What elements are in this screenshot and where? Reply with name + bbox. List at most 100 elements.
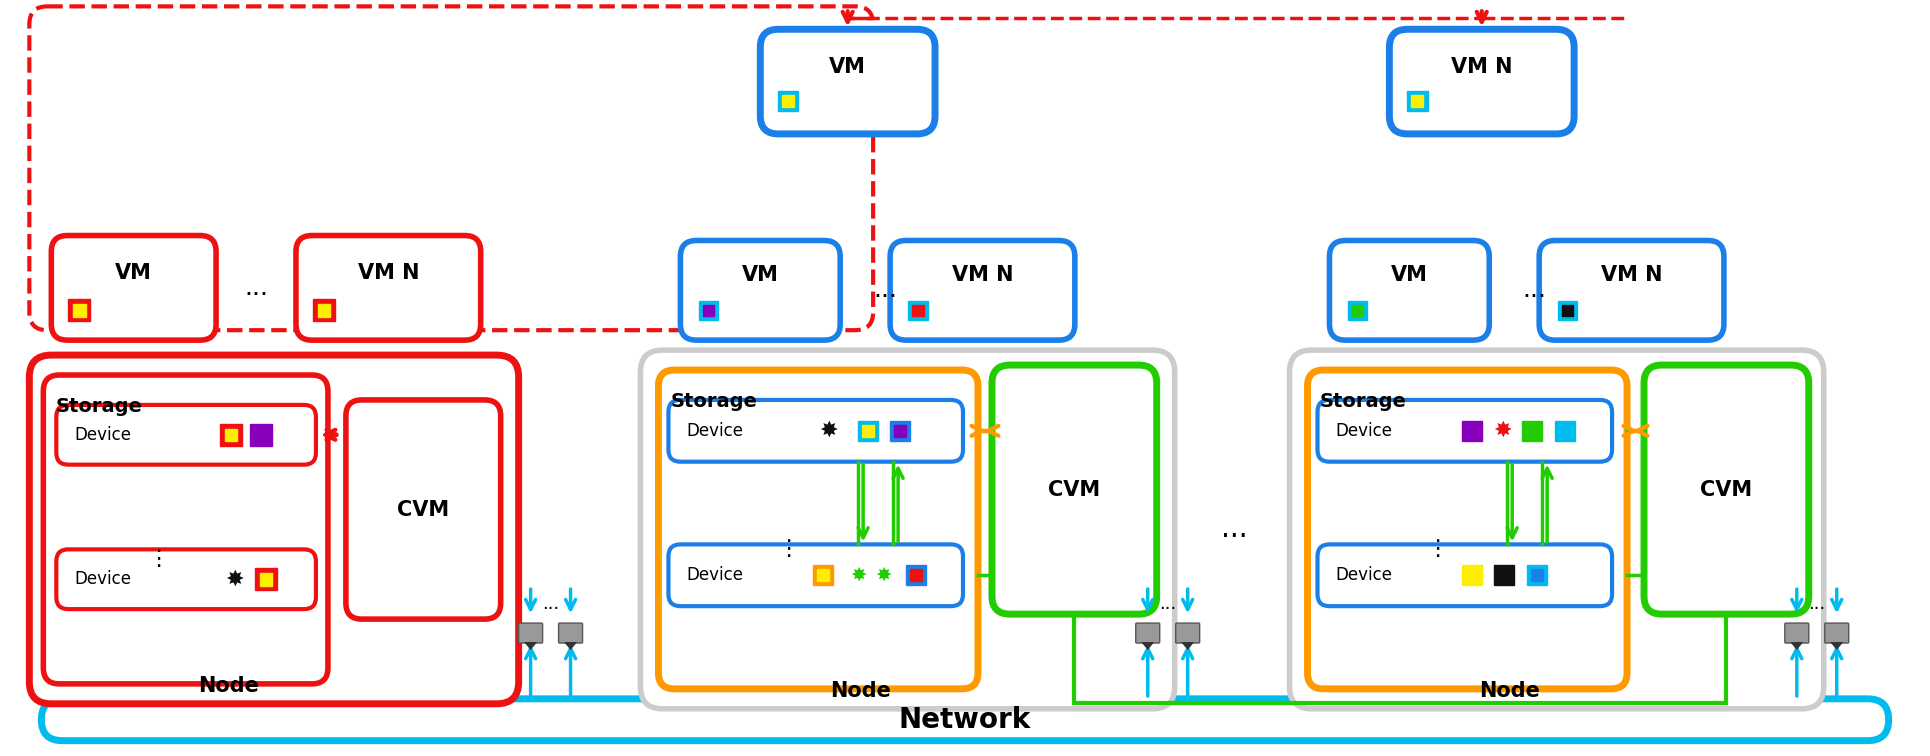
FancyBboxPatch shape: [1175, 623, 1200, 643]
FancyBboxPatch shape: [641, 350, 1175, 709]
Bar: [1467, 425, 1478, 437]
Text: ⋮: ⋮: [147, 550, 170, 569]
FancyBboxPatch shape: [41, 699, 1889, 741]
FancyBboxPatch shape: [1135, 623, 1160, 643]
Text: Node: Node: [830, 681, 890, 701]
FancyBboxPatch shape: [1318, 400, 1612, 462]
FancyBboxPatch shape: [658, 370, 979, 689]
FancyBboxPatch shape: [760, 29, 934, 134]
Bar: [1351, 305, 1363, 316]
Bar: [1527, 565, 1548, 585]
Text: Node: Node: [199, 676, 259, 696]
Text: ⋮: ⋮: [778, 539, 799, 559]
Text: Network: Network: [899, 706, 1031, 734]
Bar: [1407, 91, 1428, 111]
Text: CVM: CVM: [1700, 479, 1752, 500]
FancyBboxPatch shape: [295, 236, 481, 340]
FancyBboxPatch shape: [1330, 240, 1490, 340]
Bar: [251, 424, 272, 445]
Bar: [1530, 569, 1544, 581]
Text: ...: ...: [1808, 595, 1826, 613]
Text: Device: Device: [73, 570, 131, 588]
Bar: [1527, 425, 1538, 437]
FancyBboxPatch shape: [1538, 240, 1723, 340]
Bar: [1498, 569, 1509, 581]
Bar: [261, 573, 272, 586]
Text: Node: Node: [1478, 681, 1540, 701]
Text: ...: ...: [872, 278, 897, 302]
Bar: [313, 299, 334, 321]
Polygon shape: [1830, 642, 1843, 650]
Text: ✸: ✸: [849, 565, 867, 585]
Bar: [1494, 565, 1515, 585]
Bar: [1411, 95, 1422, 107]
Bar: [859, 420, 878, 441]
Polygon shape: [525, 642, 537, 650]
Polygon shape: [1141, 642, 1154, 650]
Text: ...: ...: [1160, 595, 1175, 613]
Text: VM: VM: [1392, 265, 1428, 285]
Text: Device: Device: [687, 566, 743, 584]
FancyBboxPatch shape: [1390, 29, 1575, 134]
Bar: [894, 425, 905, 437]
FancyBboxPatch shape: [890, 240, 1075, 340]
FancyBboxPatch shape: [1785, 623, 1808, 643]
Text: VM N: VM N: [1451, 57, 1513, 77]
Text: VM N: VM N: [1600, 265, 1662, 285]
Polygon shape: [1181, 642, 1195, 650]
Text: ✸: ✸: [224, 569, 243, 589]
Text: CVM: CVM: [398, 500, 450, 519]
Text: VM: VM: [741, 265, 778, 285]
FancyBboxPatch shape: [345, 400, 500, 619]
Bar: [1556, 420, 1575, 441]
Bar: [68, 299, 91, 321]
Polygon shape: [1791, 642, 1803, 650]
Bar: [816, 569, 830, 581]
Text: ...: ...: [542, 595, 560, 613]
FancyBboxPatch shape: [681, 240, 840, 340]
Bar: [1558, 301, 1577, 320]
Bar: [913, 305, 924, 316]
Bar: [73, 304, 85, 317]
Bar: [224, 429, 237, 441]
Text: ...: ...: [243, 276, 268, 300]
Bar: [1347, 301, 1366, 320]
Bar: [890, 420, 911, 441]
Bar: [909, 301, 928, 320]
Bar: [703, 305, 714, 316]
Text: ✸: ✸: [1494, 421, 1511, 441]
FancyBboxPatch shape: [1644, 365, 1808, 614]
Bar: [220, 424, 241, 445]
Text: Device: Device: [1336, 566, 1392, 584]
Bar: [911, 569, 923, 581]
FancyBboxPatch shape: [668, 400, 963, 462]
Bar: [863, 425, 874, 437]
FancyBboxPatch shape: [52, 236, 216, 340]
Text: ...: ...: [1523, 278, 1546, 302]
FancyBboxPatch shape: [519, 623, 542, 643]
Text: Device: Device: [73, 426, 131, 444]
Text: Storage: Storage: [670, 392, 757, 411]
Text: VM: VM: [116, 263, 152, 284]
Text: CVM: CVM: [1048, 479, 1100, 500]
Text: VM N: VM N: [357, 263, 419, 284]
FancyBboxPatch shape: [558, 623, 583, 643]
FancyBboxPatch shape: [992, 365, 1156, 614]
Bar: [1463, 420, 1482, 441]
FancyBboxPatch shape: [1307, 370, 1627, 689]
Text: ✸: ✸: [818, 421, 838, 441]
Bar: [1463, 565, 1482, 585]
FancyBboxPatch shape: [56, 550, 317, 609]
Bar: [318, 304, 330, 317]
Text: Device: Device: [687, 422, 743, 440]
FancyBboxPatch shape: [1824, 623, 1849, 643]
Text: ⋮: ⋮: [1426, 539, 1448, 559]
Bar: [699, 301, 718, 320]
Bar: [813, 565, 834, 585]
Text: VM: VM: [830, 57, 867, 77]
FancyBboxPatch shape: [56, 405, 317, 465]
Text: Storage: Storage: [1320, 392, 1407, 411]
Polygon shape: [564, 642, 577, 650]
Bar: [782, 95, 795, 107]
Bar: [905, 565, 926, 585]
